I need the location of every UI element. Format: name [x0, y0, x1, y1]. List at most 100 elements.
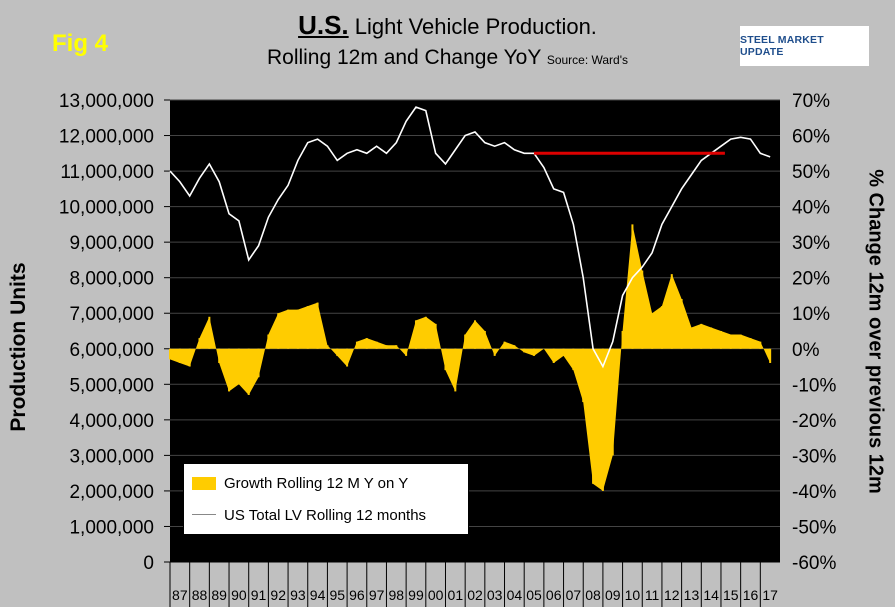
left-axis-title: Production Units [4, 140, 34, 560]
x-tick-label: 98 [389, 587, 405, 603]
legend-item-growth: Growth Rolling 12 M Y on Y [192, 472, 408, 494]
left-tick-label: 9,000,000 [69, 233, 154, 254]
growth-bar [277, 313, 280, 349]
growth-bar [424, 316, 427, 349]
left-tick-label: 13,000,000 [59, 91, 154, 112]
growth-bar [680, 299, 683, 349]
right-tick-label: -30% [792, 446, 836, 467]
x-tick-label: 10 [625, 587, 641, 603]
figure-label: Fig 4 [52, 30, 109, 57]
growth-bar [552, 348, 555, 363]
left-tick-label: 3,000,000 [69, 446, 154, 467]
right-tick-label: -40% [792, 482, 836, 503]
x-tick-label: 95 [329, 587, 345, 603]
growth-bar [287, 309, 290, 349]
growth-bar [493, 348, 496, 356]
x-tick-label: 04 [507, 587, 523, 603]
right-tick-label: -50% [792, 517, 836, 538]
logo-text: STEEL MARKET UPDATE [740, 34, 824, 58]
x-tick-label: 94 [310, 587, 326, 603]
growth-bar [257, 348, 260, 378]
x-tick-label: 96 [349, 587, 365, 603]
right-axis-title-text: % Change 12m over previous 12m [864, 169, 887, 494]
growth-bar [346, 348, 349, 367]
x-tick-label: 06 [546, 587, 562, 603]
title-text: Light Vehicle Production. [348, 14, 597, 39]
right-tick-label: 0% [792, 340, 820, 361]
x-tick-label: 88 [192, 587, 208, 603]
x-tick-label: 08 [585, 587, 601, 603]
left-tick-label: 7,000,000 [69, 304, 154, 325]
growth-bar [710, 327, 713, 349]
growth-bar [414, 320, 417, 349]
x-tick-label: 02 [467, 587, 483, 603]
growth-bar [729, 334, 732, 349]
growth-bar [296, 309, 299, 349]
growth-bar [582, 348, 585, 403]
x-tick-label: 87 [172, 587, 188, 603]
legend-label-growth: Growth Rolling 12 M Y on Y [224, 474, 409, 492]
growth-bar [749, 338, 752, 349]
growth-bar [336, 348, 339, 356]
x-tick-label: 16 [743, 587, 759, 603]
growth-bar [641, 270, 644, 349]
left-tick-label: 0 [143, 553, 154, 574]
growth-bar [405, 348, 408, 356]
growth-bar [178, 348, 181, 363]
right-tick-label: 10% [792, 304, 830, 325]
growth-bar [198, 338, 201, 349]
right-tick-label: 50% [792, 162, 830, 183]
x-tick-label: 03 [487, 587, 503, 603]
right-tick-label: 20% [792, 269, 830, 290]
growth-bar [228, 348, 231, 392]
x-tick-label: 09 [605, 587, 621, 603]
growth-bar [611, 348, 614, 456]
x-tick-label: 97 [369, 587, 385, 603]
growth-bar [395, 345, 398, 349]
title-country: U.S. [298, 10, 349, 40]
source-note: Source: Ward's [546, 53, 629, 67]
growth-bar [385, 345, 388, 349]
growth-bar [769, 348, 772, 363]
growth-bar [454, 348, 457, 392]
growth-bar [592, 348, 595, 484]
growth-bar [169, 348, 171, 360]
growth-bar [562, 348, 565, 356]
x-tick-label: 01 [448, 587, 464, 603]
left-tick-label: 8,000,000 [69, 269, 154, 290]
legend-swatch-growth [192, 476, 216, 490]
growth-bar [444, 348, 447, 371]
x-tick-label: 92 [270, 587, 286, 603]
growth-bar [572, 348, 575, 371]
x-tick-label: 17 [762, 587, 778, 603]
x-tick-label: 90 [231, 587, 247, 603]
legend-item-total: US Total LV Rolling 12 months [192, 504, 426, 526]
growth-bar [690, 327, 693, 349]
growth-bar [503, 341, 506, 349]
growth-bar [651, 313, 654, 349]
growth-bar [247, 348, 250, 395]
x-tick-label: 05 [526, 587, 542, 603]
left-tick-label: 11,000,000 [60, 162, 154, 183]
growth-bar [513, 345, 516, 349]
growth-bar [631, 224, 634, 349]
growth-bar [533, 348, 536, 356]
growth-bar [188, 348, 191, 367]
right-tick-label: 60% [792, 127, 830, 148]
x-tick-label: 99 [408, 587, 424, 603]
legend-swatch-total [192, 513, 216, 517]
growth-bar [483, 331, 486, 349]
growth-bar [670, 274, 673, 349]
growth-bar [759, 341, 762, 349]
growth-bar [739, 334, 742, 349]
left-tick-label: 10,000,000 [59, 198, 154, 219]
growth-bar [218, 348, 221, 363]
x-tick-label: 14 [703, 587, 719, 603]
left-tick-label: 4,000,000 [69, 411, 154, 432]
x-tick-label: 00 [428, 587, 444, 603]
left-tick-label: 6,000,000 [69, 340, 154, 361]
left-tick-label: 12,000,000 [59, 127, 154, 148]
legend: Growth Rolling 12 M Y on Y US Total LV R… [183, 463, 469, 535]
left-tick-label: 5,000,000 [69, 375, 154, 396]
